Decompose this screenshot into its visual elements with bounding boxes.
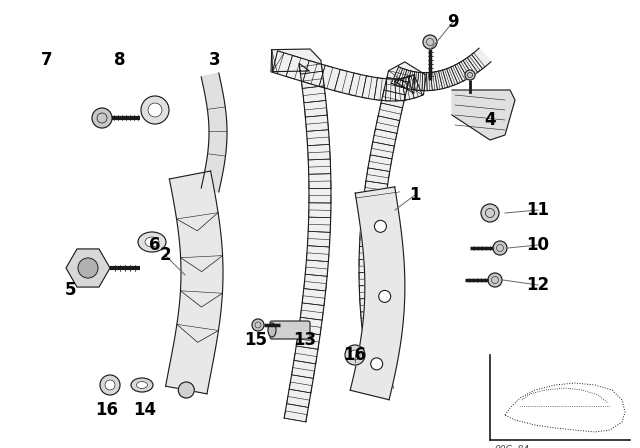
Text: 00C··84·: 00C··84·: [495, 445, 533, 448]
Polygon shape: [452, 90, 515, 140]
Text: 16: 16: [95, 401, 118, 419]
Circle shape: [179, 382, 195, 398]
Text: 2: 2: [159, 246, 171, 264]
Circle shape: [374, 220, 387, 233]
Text: 1: 1: [409, 186, 420, 204]
Ellipse shape: [131, 378, 153, 392]
Text: 8: 8: [115, 51, 125, 69]
Polygon shape: [271, 49, 426, 422]
Polygon shape: [66, 249, 110, 287]
Circle shape: [141, 96, 169, 124]
Text: 4: 4: [484, 111, 496, 129]
Ellipse shape: [145, 237, 159, 247]
Circle shape: [423, 35, 437, 49]
Text: 16: 16: [344, 346, 367, 364]
Text: 10: 10: [527, 236, 550, 254]
Text: 9: 9: [447, 13, 459, 31]
Text: 3: 3: [209, 51, 221, 69]
Circle shape: [465, 70, 475, 80]
Circle shape: [371, 358, 383, 370]
Ellipse shape: [268, 323, 276, 337]
Polygon shape: [350, 187, 405, 400]
Circle shape: [345, 345, 365, 365]
Circle shape: [488, 273, 502, 287]
Ellipse shape: [138, 232, 166, 252]
Circle shape: [481, 204, 499, 222]
Circle shape: [105, 380, 115, 390]
FancyBboxPatch shape: [270, 321, 310, 339]
Polygon shape: [166, 171, 223, 394]
Text: 13: 13: [293, 331, 317, 349]
Circle shape: [100, 375, 120, 395]
Polygon shape: [392, 48, 491, 90]
Text: 6: 6: [149, 236, 161, 254]
Circle shape: [379, 290, 391, 302]
Text: 15: 15: [244, 331, 268, 349]
Text: 14: 14: [133, 401, 157, 419]
Circle shape: [350, 350, 360, 360]
Circle shape: [493, 241, 507, 255]
Text: 5: 5: [64, 281, 76, 299]
Circle shape: [252, 319, 264, 331]
Text: 12: 12: [527, 276, 550, 294]
Circle shape: [148, 103, 162, 117]
Ellipse shape: [136, 382, 147, 388]
Text: 7: 7: [41, 51, 53, 69]
Polygon shape: [201, 73, 227, 192]
Circle shape: [78, 258, 98, 278]
Circle shape: [92, 108, 112, 128]
Text: 11: 11: [527, 201, 550, 219]
